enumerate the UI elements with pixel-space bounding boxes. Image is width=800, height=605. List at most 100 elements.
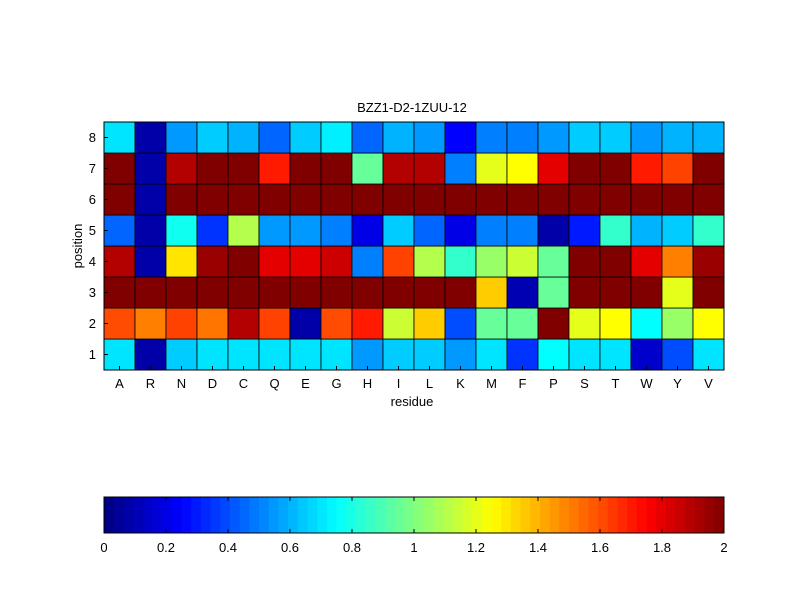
heatmap-cell — [630, 214, 663, 247]
heatmap-cell — [134, 121, 167, 154]
heatmap-cell — [413, 183, 446, 216]
heatmap-cell — [413, 276, 446, 309]
heatmap-cell — [320, 276, 353, 309]
heatmap-cell — [320, 338, 353, 371]
colorbar-swatch — [104, 497, 115, 533]
heatmap-cell — [351, 307, 384, 340]
heatmap-cell — [661, 214, 694, 247]
heatmap-cell — [661, 338, 694, 371]
heatmap-cell — [630, 152, 663, 185]
heatmap-cell — [444, 183, 477, 216]
heatmap-cell — [599, 245, 632, 278]
colorbar-swatch — [704, 497, 715, 533]
heatmap-cell — [661, 245, 694, 278]
heatmap-cell — [692, 214, 725, 247]
colorbar-swatch — [278, 497, 289, 533]
heatmap-cell — [103, 245, 136, 278]
heatmap-cell — [134, 183, 167, 216]
colorbar-swatch — [423, 497, 434, 533]
colorbar-swatch — [510, 497, 521, 533]
heatmap-cell — [165, 183, 198, 216]
heatmap-cell — [599, 338, 632, 371]
colorbar-swatch — [181, 497, 192, 533]
colorbar-swatch — [685, 497, 696, 533]
heatmap-cell — [568, 214, 601, 247]
colorbar-swatch — [394, 497, 405, 533]
heatmap-cell — [320, 245, 353, 278]
heatmap-cell — [382, 214, 415, 247]
heatmap-cell — [382, 307, 415, 340]
heatmap-cell — [258, 245, 291, 278]
heatmap-cell — [382, 338, 415, 371]
heatmap-cell — [692, 121, 725, 154]
colorbar-tick-label: 2 — [720, 540, 727, 555]
colorbar-swatch — [239, 497, 250, 533]
heatmap-cell — [196, 307, 229, 340]
heatmap-cell — [630, 276, 663, 309]
heatmap-cell — [661, 152, 694, 185]
heatmap-cell — [661, 307, 694, 340]
heatmap-cell — [506, 183, 539, 216]
heatmap-cell — [506, 307, 539, 340]
heatmap-cell — [134, 307, 167, 340]
heatmap-cell — [444, 214, 477, 247]
colorbar-tick-label: 0.8 — [343, 540, 361, 555]
colorbar-swatch — [317, 497, 328, 533]
colorbar-swatch — [355, 497, 366, 533]
heatmap-cell — [692, 276, 725, 309]
heatmap-cell — [568, 307, 601, 340]
heatmap-cell — [506, 121, 539, 154]
heatmap-cell — [568, 152, 601, 185]
colorbar-swatch — [491, 497, 502, 533]
heatmap-cell — [103, 276, 136, 309]
heatmap-cell — [227, 276, 260, 309]
x-tick-label: V — [704, 376, 713, 391]
heatmap-cell — [289, 338, 322, 371]
heatmap-cell — [165, 152, 198, 185]
heatmap-cell — [413, 307, 446, 340]
heatmap-cell — [413, 121, 446, 154]
colorbar-swatch — [297, 497, 308, 533]
heatmap-cell — [289, 183, 322, 216]
heatmap-cell — [351, 183, 384, 216]
heatmap-cell — [475, 121, 508, 154]
y-tick-label: 6 — [89, 192, 96, 207]
heatmap-cell — [444, 276, 477, 309]
heatmap-cell — [692, 307, 725, 340]
colorbar-swatch — [229, 497, 241, 533]
colorbar-swatch — [530, 497, 541, 533]
heatmap-cell — [537, 338, 570, 371]
heatmap-cell — [320, 152, 353, 185]
heatmap-cell — [568, 245, 601, 278]
colorbar-swatch — [636, 497, 647, 533]
colorbar-swatch — [665, 497, 676, 533]
colorbar-swatch — [259, 497, 270, 533]
colorbar-swatch — [210, 497, 221, 533]
colorbar-swatch — [481, 497, 492, 533]
heatmap-cell — [165, 121, 198, 154]
heatmap-cell — [196, 183, 229, 216]
x-tick-label: D — [208, 376, 217, 391]
colorbar-swatch — [346, 497, 357, 533]
heatmap-cell — [258, 214, 291, 247]
x-tick-label: G — [331, 376, 341, 391]
heatmap-cell — [506, 152, 539, 185]
heatmap-cell — [227, 307, 260, 340]
plot-frame — [103, 121, 725, 371]
heatmap-cell — [103, 307, 136, 340]
heatmap-cell — [382, 183, 415, 216]
x-tick-label: P — [549, 376, 558, 391]
colorbar-tick-label: 0.6 — [281, 540, 299, 555]
x-tick-label: T — [612, 376, 620, 391]
colorbar-tick-label: 0.2 — [157, 540, 175, 555]
heatmap-cell — [444, 152, 477, 185]
x-tick-label: F — [519, 376, 527, 391]
colorbar: 0 0.2 0.4 0.6 0.8 1 1.2 1.4 1.6 1.8 2 — [100, 496, 728, 555]
heatmap-cell — [475, 307, 508, 340]
colorbar-swatch — [162, 497, 173, 533]
heatmap-cell — [320, 214, 353, 247]
heatmap-cell — [103, 214, 136, 247]
heatmap-cell — [289, 276, 322, 309]
heatmap-cell — [134, 338, 167, 371]
